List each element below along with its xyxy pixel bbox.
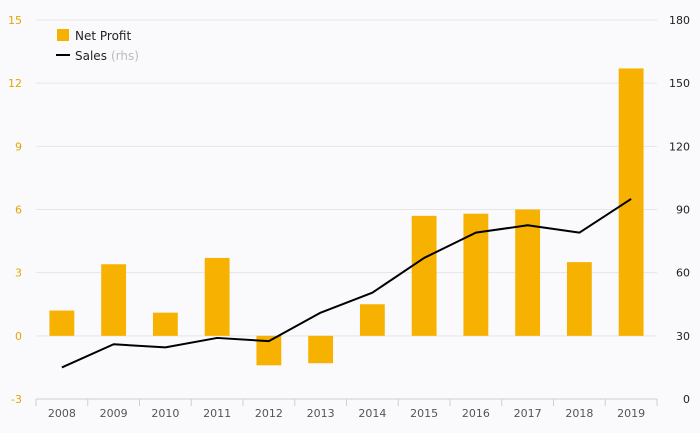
- left-axis-tick-label: 0: [15, 330, 22, 343]
- bar-net-profit: [566, 262, 592, 336]
- line-sales: [61, 198, 632, 369]
- axis-layer: -3 0 0 30 3 60 6 90 9 120 12 150 15 180 2008 2009 2010 20…: [8, 14, 690, 420]
- grid-layer: [36, 19, 657, 400]
- x-axis-tick-label: 2008: [48, 407, 76, 420]
- bar-net-profit: [101, 264, 127, 336]
- bar-net-profit: [308, 335, 334, 364]
- legend-label-net-profit: Net Profit: [75, 29, 131, 43]
- bar-net-profit: [618, 68, 644, 336]
- bar-net-profit: [359, 304, 385, 336]
- x-axis-tick-label: 2012: [255, 407, 283, 420]
- bar-net-profit: [152, 312, 178, 336]
- right-axis-tick-label: 30: [676, 330, 690, 343]
- right-axis-tick-label: 0: [683, 393, 690, 406]
- x-axis-tick-label: 2013: [307, 407, 335, 420]
- right-axis-tick-label: 90: [676, 204, 690, 217]
- x-axis-tick-label: 2011: [203, 407, 231, 420]
- right-axis-tick-label: 120: [669, 140, 690, 153]
- legend-label-sales: Sales (rhs): [75, 49, 139, 63]
- legend-swatch-net-profit: [57, 29, 69, 41]
- x-axis-tick-label: 2014: [358, 407, 386, 420]
- bars-layer: [49, 68, 644, 366]
- bar-net-profit: [463, 213, 489, 336]
- bar-net-profit: [204, 257, 230, 336]
- left-axis-tick-label: 9: [15, 140, 22, 153]
- x-axis-tick-label: 2010: [151, 407, 179, 420]
- left-axis-tick-label: 15: [8, 14, 22, 27]
- x-axis-tick-label: 2009: [100, 407, 128, 420]
- bar-net-profit: [411, 215, 437, 336]
- legend: Net Profit Sales (rhs): [56, 29, 139, 63]
- right-axis-tick-label: 60: [676, 267, 690, 280]
- left-axis-tick-label: 12: [8, 77, 22, 90]
- x-axis-tick-label: 2019: [617, 407, 645, 420]
- right-axis-tick-label: 180: [669, 14, 690, 27]
- bar-net-profit: [49, 310, 75, 336]
- bar-net-profit: [515, 209, 541, 336]
- x-axis-tick-label: 2015: [410, 407, 438, 420]
- legend-label-sales-suffix: (rhs): [111, 49, 139, 63]
- left-axis-tick-label: 6: [15, 204, 22, 217]
- x-axis-tick-label: 2016: [462, 407, 490, 420]
- left-axis-tick-label: 3: [15, 267, 22, 280]
- line-layer: [61, 198, 632, 369]
- x-axis-tick-label: 2017: [514, 407, 542, 420]
- legend-label-sales-name: Sales: [75, 49, 107, 63]
- left-axis-tick-label: -3: [11, 393, 22, 406]
- right-axis-tick-label: 150: [669, 77, 690, 90]
- x-axis-tick-label: 2018: [565, 407, 593, 420]
